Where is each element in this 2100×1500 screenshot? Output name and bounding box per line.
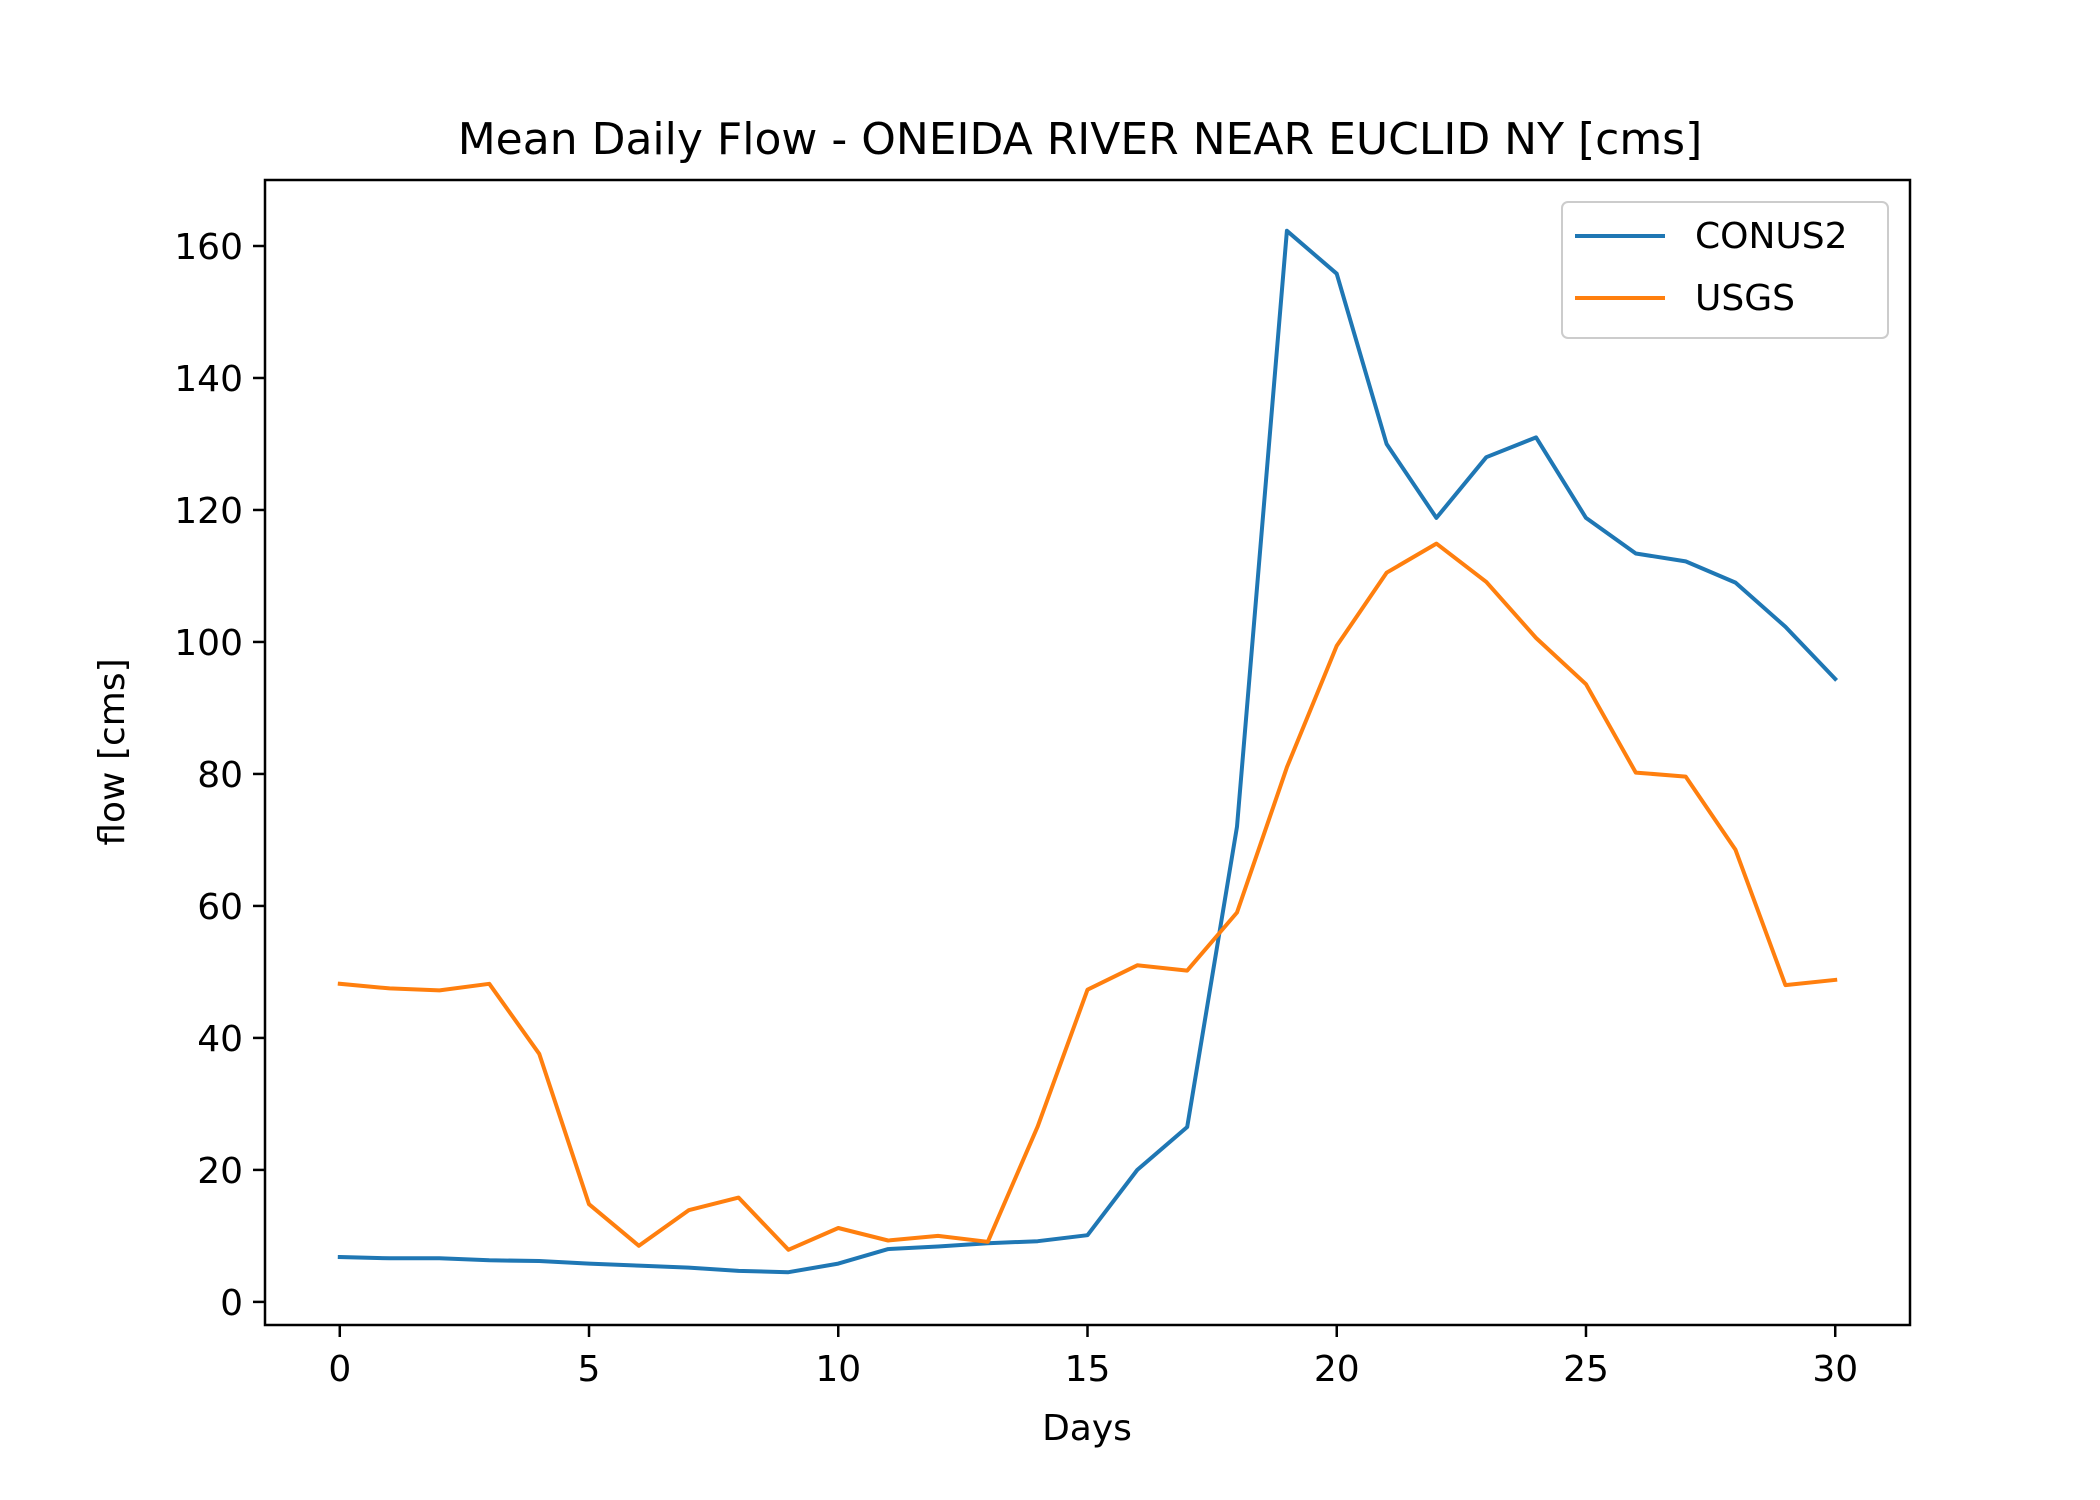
y-tick-label: 140 <box>174 359 243 400</box>
x-tick-label: 5 <box>578 1349 601 1390</box>
x-tick-label: 30 <box>1812 1349 1858 1390</box>
x-tick-label: 15 <box>1065 1349 1111 1390</box>
y-tick-label: 160 <box>174 227 243 268</box>
x-tick-label: 25 <box>1563 1349 1609 1390</box>
series-line-usgs <box>337 541 1838 1252</box>
y-tick-label: 40 <box>197 1019 243 1060</box>
y-tick-label: 120 <box>174 491 243 532</box>
legend-label-usgs: USGS <box>1695 278 1795 319</box>
y-tick-label: 80 <box>197 755 243 796</box>
plot-frame <box>263 178 1912 1327</box>
y-tick-label: 60 <box>197 887 243 928</box>
plot-area <box>337 228 1839 1275</box>
x-tick-label: 10 <box>815 1349 861 1390</box>
axes: 0 5 10 15 20 25 30 0 20 40 60 80 100 120 140 160 <box>174 227 1858 1390</box>
y-tick-label: 20 <box>197 1151 243 1192</box>
legend-label-conus2: CONUS2 <box>1695 216 1848 257</box>
y-tick-label: 0 <box>220 1283 243 1324</box>
series-line-conus2 <box>337 228 1839 1275</box>
legend: CONUS2 USGS <box>1561 201 1889 339</box>
x-axis-label: Days <box>1042 1408 1132 1449</box>
y-axis-label: flow [cms] <box>92 658 133 845</box>
x-tick-label: 0 <box>328 1349 351 1390</box>
y-tick-label: 100 <box>174 623 243 664</box>
chart-title: Mean Daily Flow - ONEIDA RIVER NEAR EUCL… <box>458 114 1703 165</box>
x-tick-label: 20 <box>1314 1349 1360 1390</box>
